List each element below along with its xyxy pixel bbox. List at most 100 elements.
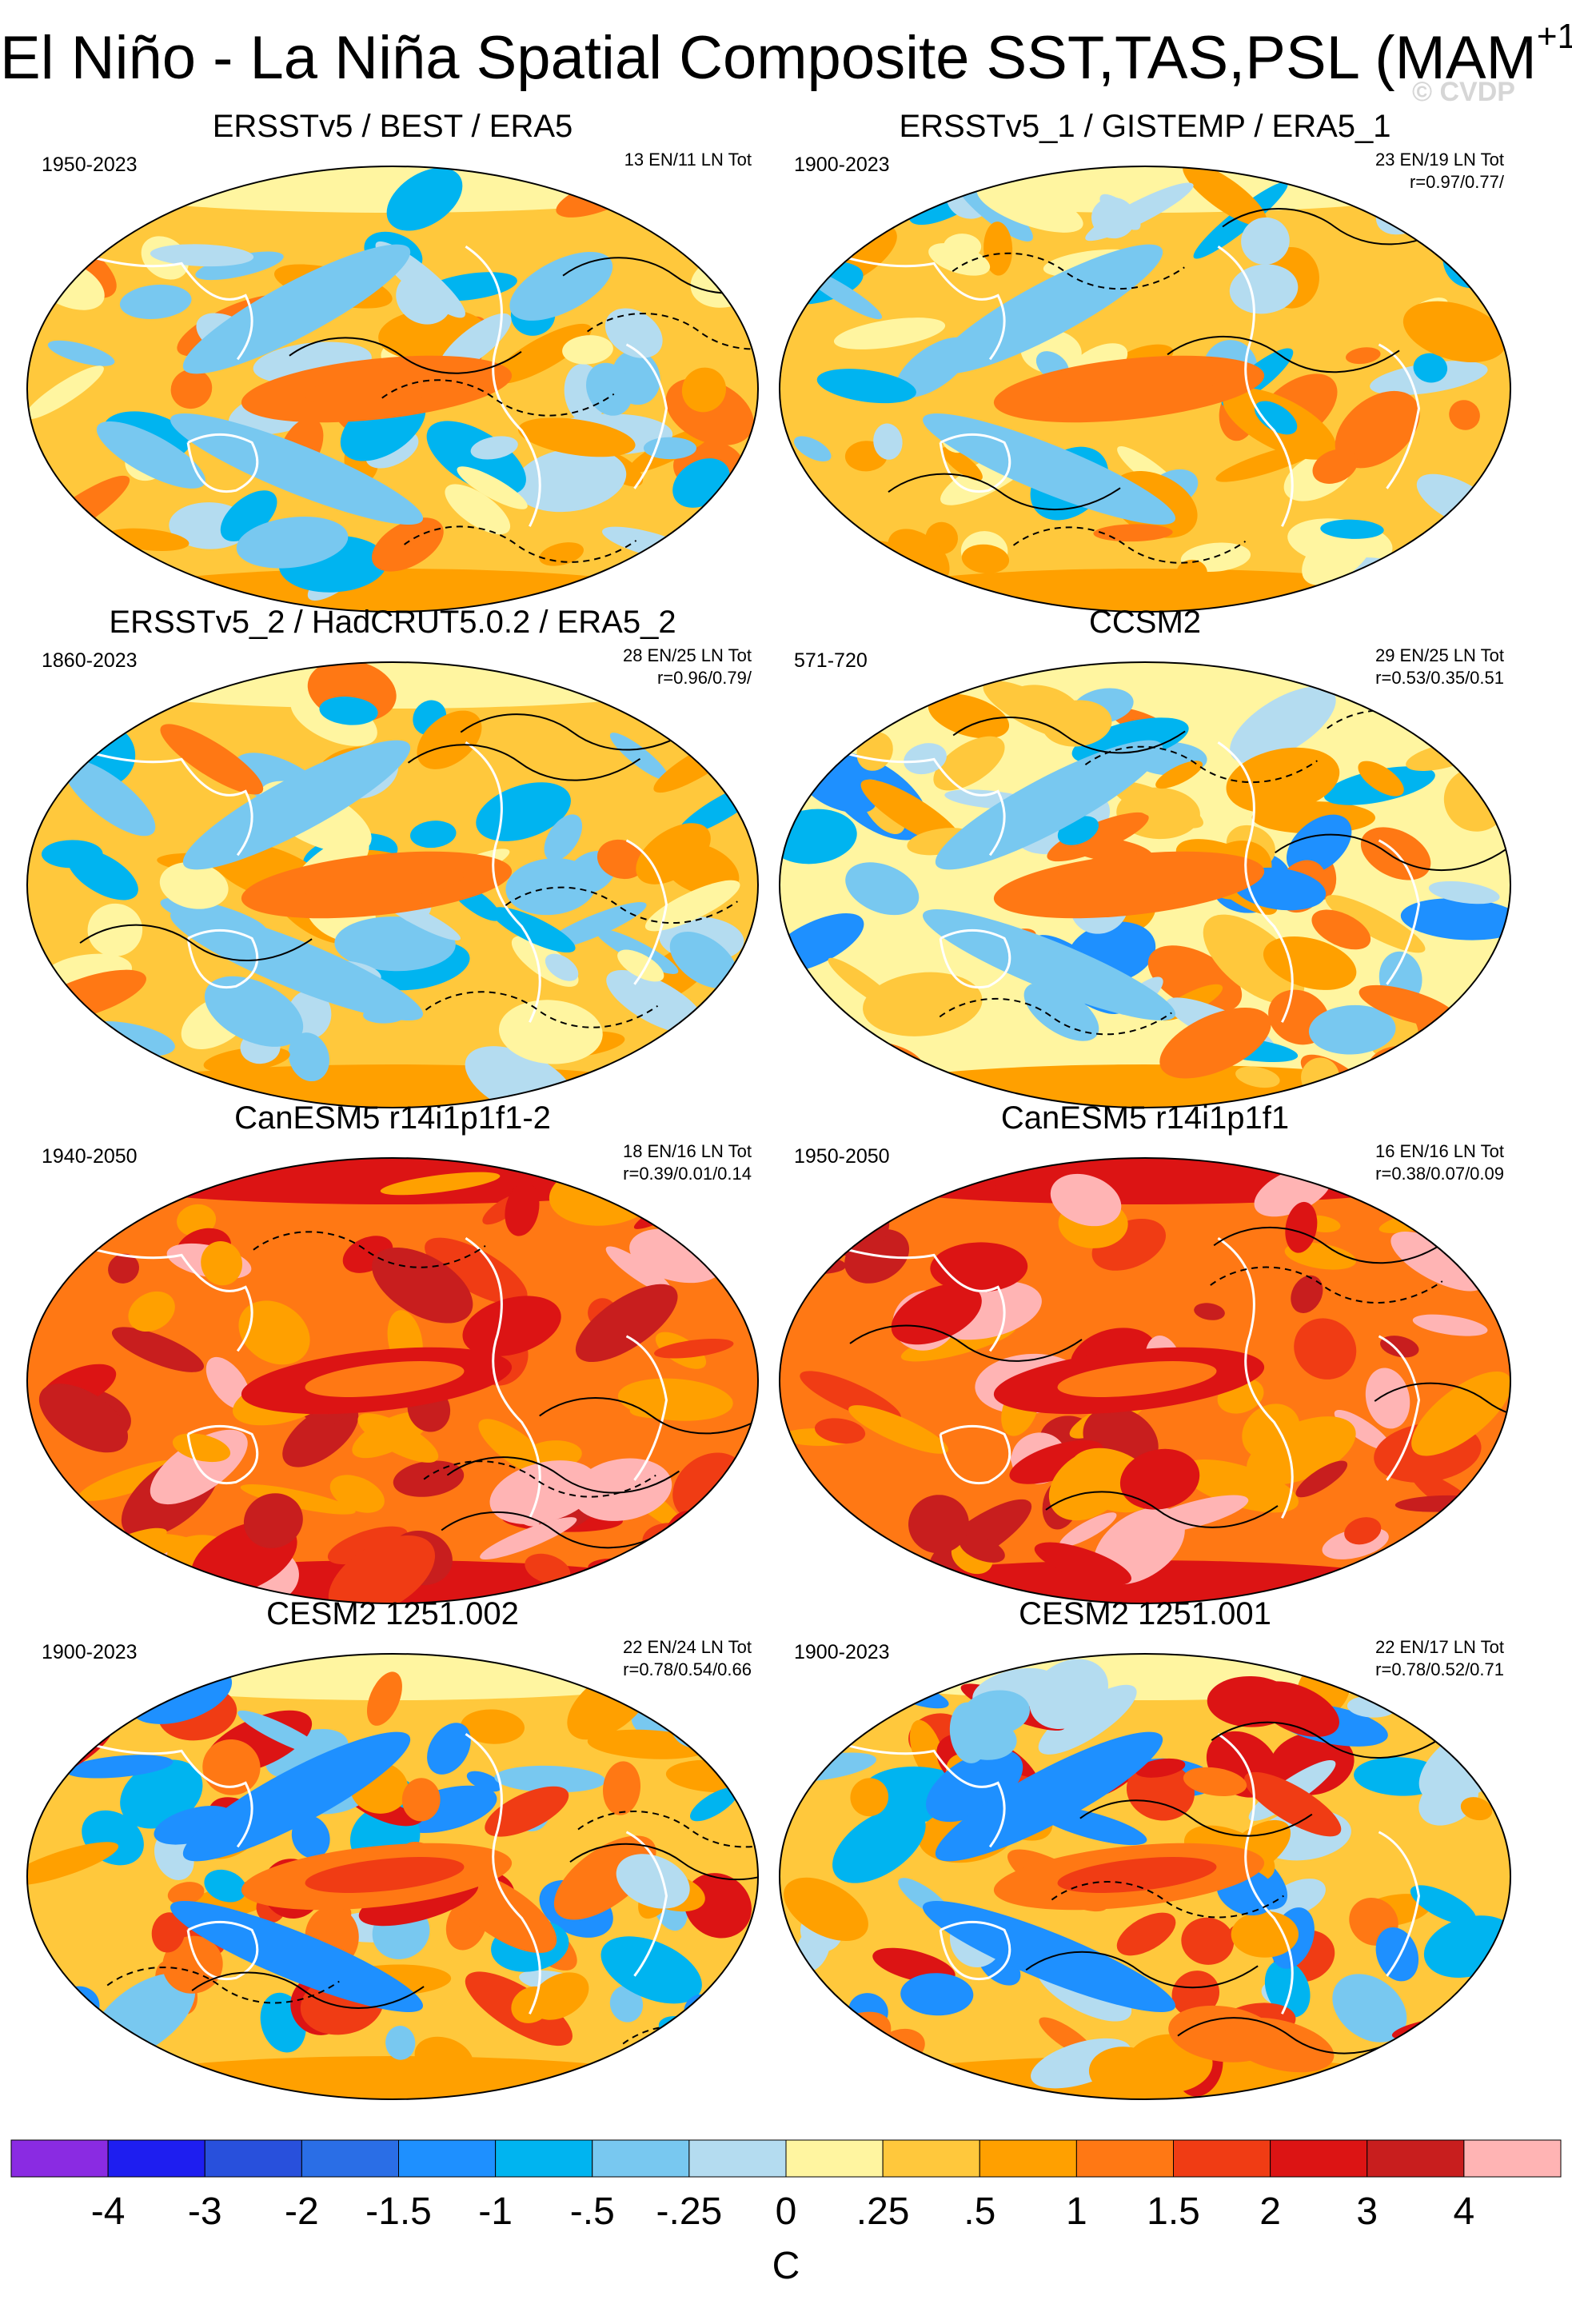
panel-coastlines xyxy=(85,1237,668,1519)
panel-stats-correlation: r=0.78/0.52/0.71 xyxy=(1375,1659,1504,1679)
panel-stats-count: 22 EN/17 LN Tot xyxy=(1375,1637,1504,1657)
colorbar-tick-label: 3 xyxy=(1356,2190,1378,2233)
colorbar-box xyxy=(495,2139,593,2178)
panel-stats: 22 EN/17 LN Tot r=0.78/0.52/0.71 xyxy=(1375,1636,1504,1681)
panel-psl-contours xyxy=(253,1231,758,1549)
panel-coastlines xyxy=(85,741,668,1023)
panel-title: ERSSTv5_1 / GISTEMP / ERA5_1 xyxy=(899,109,1391,144)
panel-shading xyxy=(780,1654,1510,2099)
panel-stats-count: 13 EN/11 LN Tot xyxy=(624,150,752,170)
panel-coastlines xyxy=(85,246,668,527)
panel-psl-contours xyxy=(79,713,738,1028)
colorbar-box xyxy=(301,2139,399,2178)
figure-title-superscript: +1 xyxy=(1536,17,1572,56)
panel-years: 1940-2050 xyxy=(42,1145,138,1168)
colorbar-box xyxy=(10,2139,109,2178)
colorbar-box xyxy=(1075,2139,1174,2178)
panel-stats-count: 16 EN/16 LN Tot xyxy=(1375,1141,1504,1161)
colorbar-tick-label: -2 xyxy=(285,2190,319,2233)
panel-shading xyxy=(780,166,1510,612)
panel-years: 1950-2023 xyxy=(42,154,138,176)
panel-coastlines xyxy=(837,246,1421,527)
panel-stats-correlation: r=0.96/0.79/ xyxy=(656,668,752,688)
panel-stats-correlation: r=0.53/0.35/0.51 xyxy=(1375,668,1504,688)
colorbar-box xyxy=(398,2139,497,2178)
colorbar-box xyxy=(688,2139,787,2178)
figure-title: El Niño - La Niña Spatial Composite SST,… xyxy=(0,19,1572,94)
panel-stats: 29 EN/25 LN Tot r=0.53/0.35/0.51 xyxy=(1375,645,1504,689)
colorbar-tick-label: -4 xyxy=(90,2190,126,2233)
panel-psl-contours xyxy=(849,1226,1510,1528)
panel-years: 1900-2023 xyxy=(794,1641,890,1663)
panel-stats-correlation: r=0.38/0.07/0.09 xyxy=(1375,1164,1504,1184)
colorbar-box xyxy=(1367,2139,1465,2178)
colorbar-tick-label: .25 xyxy=(856,2190,910,2233)
colorbar-tick-label: -.25 xyxy=(656,2190,723,2233)
panel-shading xyxy=(780,662,1510,1108)
colorbar-tick-label: -1 xyxy=(478,2190,513,2233)
panel-shading xyxy=(27,1158,758,1603)
panel-stats-count: 23 EN/19 LN Tot xyxy=(1375,150,1504,170)
panel-years: 1900-2023 xyxy=(42,1641,138,1663)
colorbar-tick-label: 4 xyxy=(1453,2190,1475,2233)
panel-years: 571-720 xyxy=(794,649,868,672)
panel-stats-correlation: r=0.39/0.01/0.14 xyxy=(623,1164,752,1184)
colorbar-tick-label: .5 xyxy=(964,2190,996,2233)
panel-psl-contours xyxy=(939,709,1510,1036)
colorbar-tick-label: 2 xyxy=(1259,2190,1281,2233)
panel-stats: 22 EN/24 LN Tot r=0.78/0.54/0.66 xyxy=(623,1636,752,1681)
colorbar-box xyxy=(979,2139,1077,2178)
panel-stats: 16 EN/16 LN Tot r=0.38/0.07/0.09 xyxy=(1375,1140,1504,1185)
panel-psl-contours xyxy=(106,1811,758,2062)
colorbar-box xyxy=(1173,2139,1271,2178)
colorbar-tick-label: -3 xyxy=(187,2190,222,2233)
panel-title: ERSSTv5 / BEST / ERA5 xyxy=(212,109,573,144)
colorbar-tick-label: -.5 xyxy=(569,2190,615,2233)
panel-stats-count: 29 EN/25 LN Tot xyxy=(1375,645,1504,665)
colorbar-box xyxy=(1463,2139,1562,2178)
panel-shading xyxy=(780,1158,1510,1603)
colorbar-tick-label: -1.5 xyxy=(365,2190,432,2233)
panel-stats: 28 EN/25 LN Tot r=0.96/0.79/ xyxy=(623,645,752,689)
panel-coastlines xyxy=(837,1733,1421,2015)
cvdp-watermark: © CVDP xyxy=(1412,77,1515,107)
panel-stats-correlation: r=0.78/0.54/0.66 xyxy=(623,1659,752,1679)
panel-psl-contours xyxy=(1025,1721,1444,2054)
panel-stats-count: 18 EN/16 LN Tot xyxy=(622,1141,752,1161)
panel-stats: 23 EN/19 LN Tot r=0.97/0.77/ xyxy=(1375,149,1504,194)
panel-title: CESM2 1251.001 xyxy=(1019,1596,1271,1631)
panel-psl-contours xyxy=(289,257,758,563)
colorbar-box xyxy=(882,2139,980,2178)
colorbar-box xyxy=(107,2139,205,2178)
panel-title: CESM2 1251.002 xyxy=(266,1596,519,1631)
panel-title: CCSM2 xyxy=(1088,605,1202,640)
panel-stats: 18 EN/16 LN Tot r=0.39/0.01/0.14 xyxy=(623,1140,752,1185)
panel-coastlines xyxy=(837,1237,1421,1519)
panel-stats-correlation: r=0.97/0.77/ xyxy=(1409,172,1504,192)
colorbar-box xyxy=(1270,2139,1368,2178)
panel-years: 1900-2023 xyxy=(794,154,890,176)
panel-title: CanESM5 r14i1p1f1-2 xyxy=(234,1100,551,1136)
colorbar-box xyxy=(204,2139,302,2178)
panel-title: ERSSTv5_2 / HadCRUT5.0.2 / ERA5_2 xyxy=(109,605,676,640)
panel-coastlines xyxy=(837,741,1421,1023)
colorbar-box xyxy=(785,2139,884,2178)
panel-years: 1950-2050 xyxy=(794,1145,890,1168)
figure-title-text: El Niño - La Niña Spatial Composite SST,… xyxy=(0,24,1537,92)
panel-stats-count: 22 EN/24 LN Tot xyxy=(622,1637,752,1657)
panel-title: CanESM5 r14i1p1f1 xyxy=(1000,1100,1290,1136)
colorbar-units: C xyxy=(772,2245,800,2287)
colorbar-tick-label: 0 xyxy=(775,2190,797,2233)
panel-stats-count: 28 EN/25 LN Tot xyxy=(622,645,752,665)
colorbar-box xyxy=(592,2139,690,2178)
